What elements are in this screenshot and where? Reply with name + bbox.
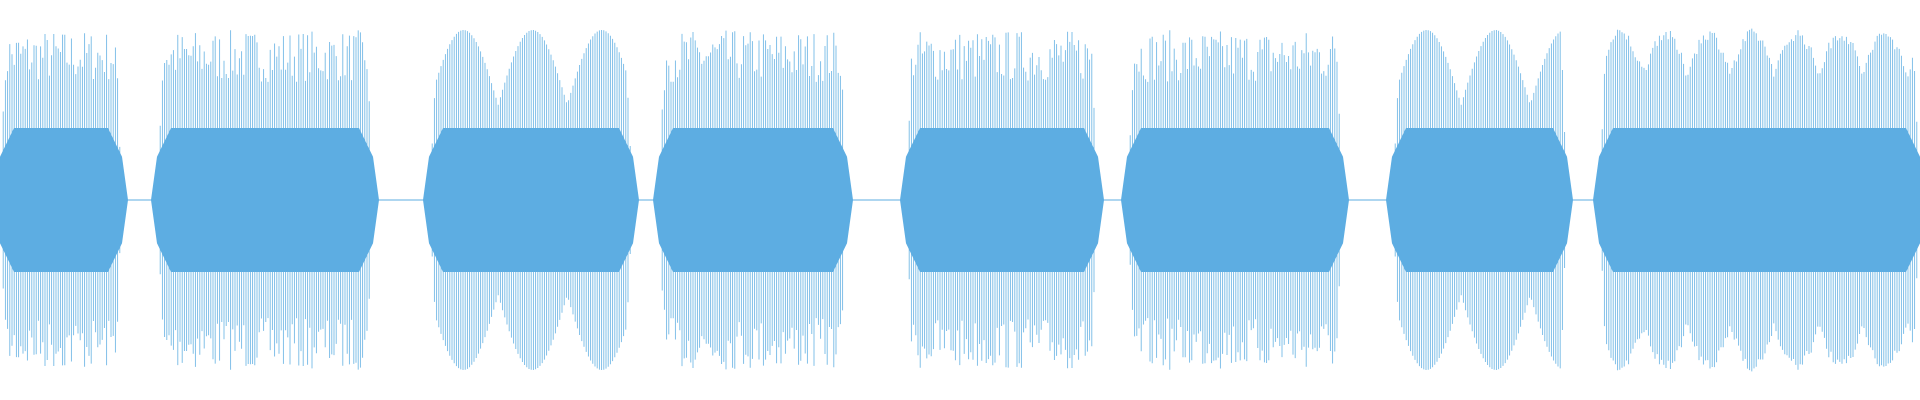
waveform-core <box>900 128 1104 272</box>
waveform-core <box>423 128 639 272</box>
waveform-core <box>653 128 853 272</box>
waveform-core <box>151 128 379 272</box>
waveform-core <box>1121 128 1349 272</box>
waveform-core <box>0 128 128 272</box>
waveform-core <box>1386 128 1573 272</box>
waveform-core <box>1593 128 1920 272</box>
